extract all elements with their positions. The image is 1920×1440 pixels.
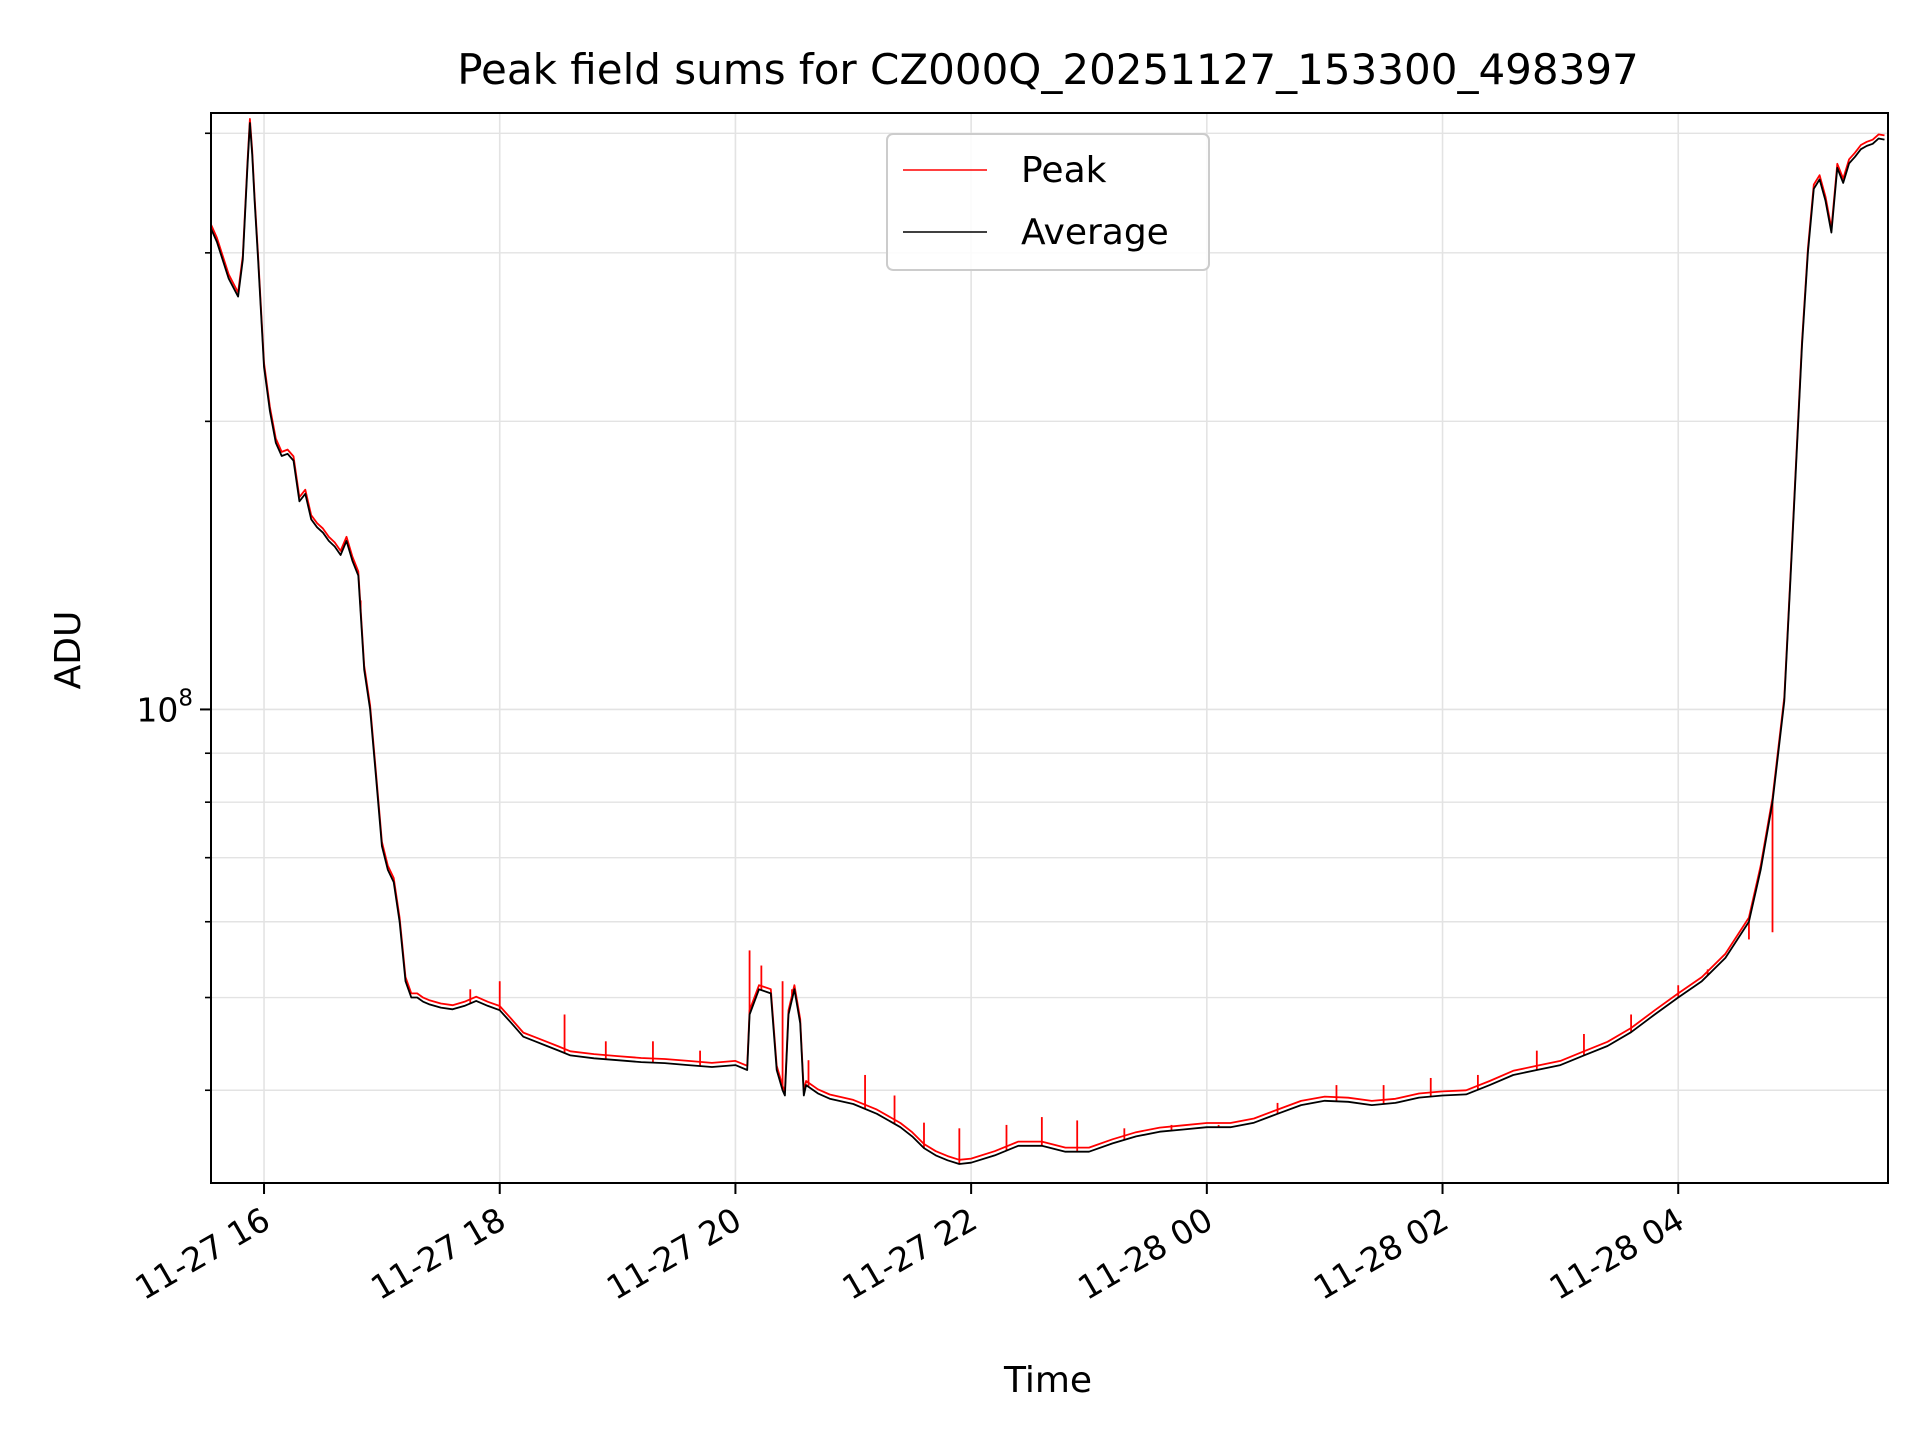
- average-series-line: [210, 122, 1885, 1165]
- legend-peak-label: Peak: [1021, 150, 1107, 191]
- chart-title: Peak field sums for CZ000Q_20251127_1533…: [457, 45, 1639, 94]
- plot-frame: [210, 112, 1889, 1184]
- legend: Peak Average: [886, 133, 1210, 271]
- y-tick-label: 108: [136, 685, 193, 729]
- series-layer: [210, 118, 1885, 1165]
- y-axis-label: ADU: [48, 611, 89, 690]
- grid: [211, 113, 1888, 1183]
- legend-box: [886, 133, 1210, 271]
- x-axis-label: Time: [1003, 1360, 1092, 1401]
- legend-average-label: Average: [1021, 212, 1169, 253]
